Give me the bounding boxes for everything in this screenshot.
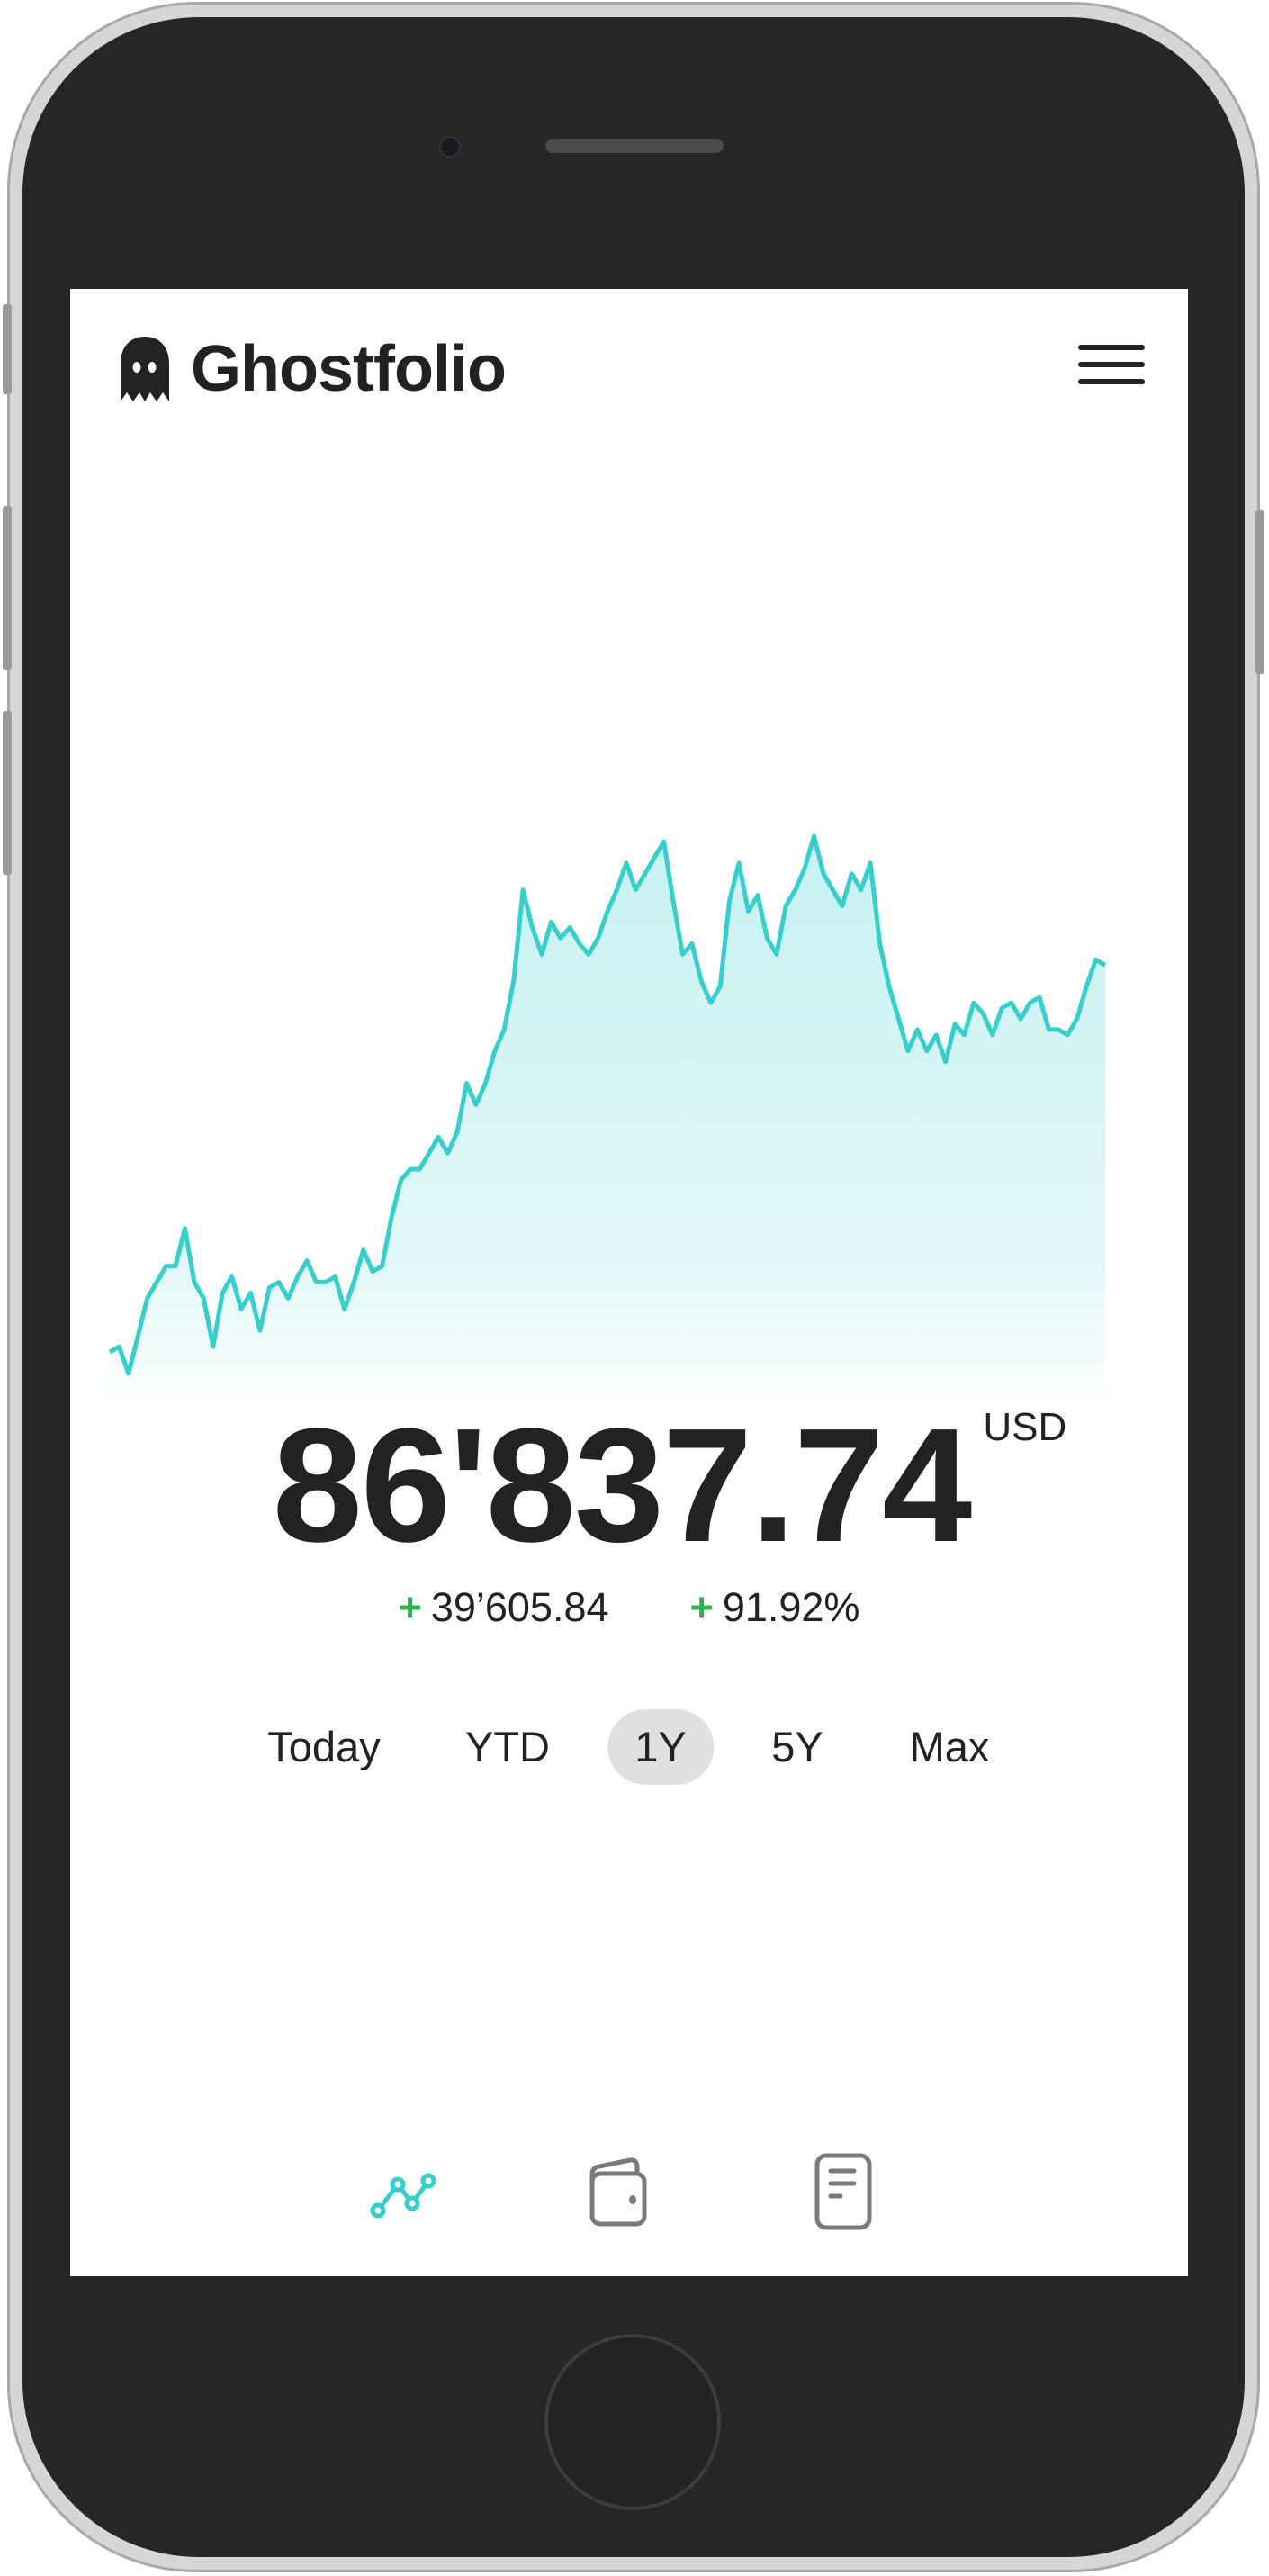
- line-chart-icon: [370, 2173, 436, 2219]
- volume-up-button: [3, 506, 12, 670]
- absolute-change: +39’605.84: [399, 1583, 609, 1632]
- relative-change: +91.92%: [690, 1583, 860, 1632]
- document-icon: [814, 2153, 872, 2230]
- date-range-tabs: Today YTD 1Y 5Y Max: [70, 1709, 1188, 1785]
- tab-1y[interactable]: 1Y: [608, 1709, 714, 1785]
- plus-sign: +: [398, 1584, 422, 1630]
- currency-label: USD: [983, 1405, 1067, 1449]
- app-logo[interactable]: Ghostfolio: [119, 332, 507, 406]
- portfolio-performance-chart: [108, 833, 1107, 1414]
- tab-5y[interactable]: 5Y: [771, 1723, 824, 1770]
- relative-change-value: 91.92%: [722, 1584, 860, 1630]
- mute-switch: [3, 304, 12, 394]
- app-name: Ghostfolio: [191, 333, 507, 405]
- tab-today[interactable]: Today: [267, 1723, 381, 1770]
- wallet-icon: [590, 2157, 647, 2227]
- total-value: 86'837.74: [272, 1395, 973, 1576]
- tab-ytd[interactable]: YTD: [465, 1723, 550, 1770]
- performance-changes: +39’605.84 +91.92%: [70, 1583, 1188, 1632]
- total-value-block: 86'837.74 USD: [70, 1405, 1188, 1567]
- app-screen: Ghostfolio 86'837.74 USD +39’605.84 +91.…: [70, 289, 1188, 2276]
- absolute-change-value: 39’605.84: [430, 1584, 609, 1630]
- speaker-grille: [545, 139, 724, 153]
- home-button[interactable]: [544, 2334, 721, 2510]
- bottom-navigation: [70, 2152, 1188, 2233]
- chart-series-line: [108, 833, 1107, 1376]
- nav-activities[interactable]: [795, 2152, 894, 2233]
- camera-icon: [439, 136, 461, 158]
- hamburger-menu-icon[interactable]: [1078, 345, 1145, 384]
- nav-holdings[interactable]: [578, 2152, 677, 2233]
- plus-sign: +: [689, 1584, 714, 1630]
- nav-overview[interactable]: [363, 2152, 462, 2233]
- ghost-icon: [121, 337, 169, 401]
- tab-max[interactable]: Max: [909, 1723, 990, 1770]
- power-button: [1256, 510, 1264, 674]
- volume-down-button: [3, 711, 12, 875]
